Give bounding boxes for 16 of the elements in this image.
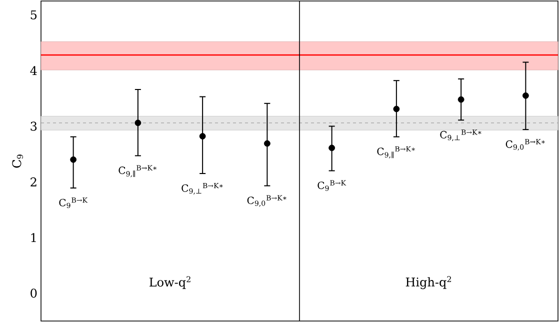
point xyxy=(328,144,336,152)
annotation: Low-q$^{2}$ xyxy=(150,276,190,289)
y-tick-label: 0 xyxy=(30,288,37,298)
y-tick-label: 5 xyxy=(30,10,37,20)
point xyxy=(70,156,77,163)
y-tick-label: 1 xyxy=(31,233,36,242)
point xyxy=(393,106,400,112)
point xyxy=(199,133,206,140)
y-tick-label: 3 xyxy=(30,122,37,131)
point xyxy=(458,96,464,103)
y-tick-label: 4 xyxy=(30,66,37,76)
point xyxy=(264,140,270,147)
annotation: High-q$^{2}$ xyxy=(406,276,451,290)
point xyxy=(522,92,529,99)
y-axis-title: C$_{9}$ xyxy=(12,154,23,168)
y-tick-label: 2 xyxy=(30,177,36,186)
